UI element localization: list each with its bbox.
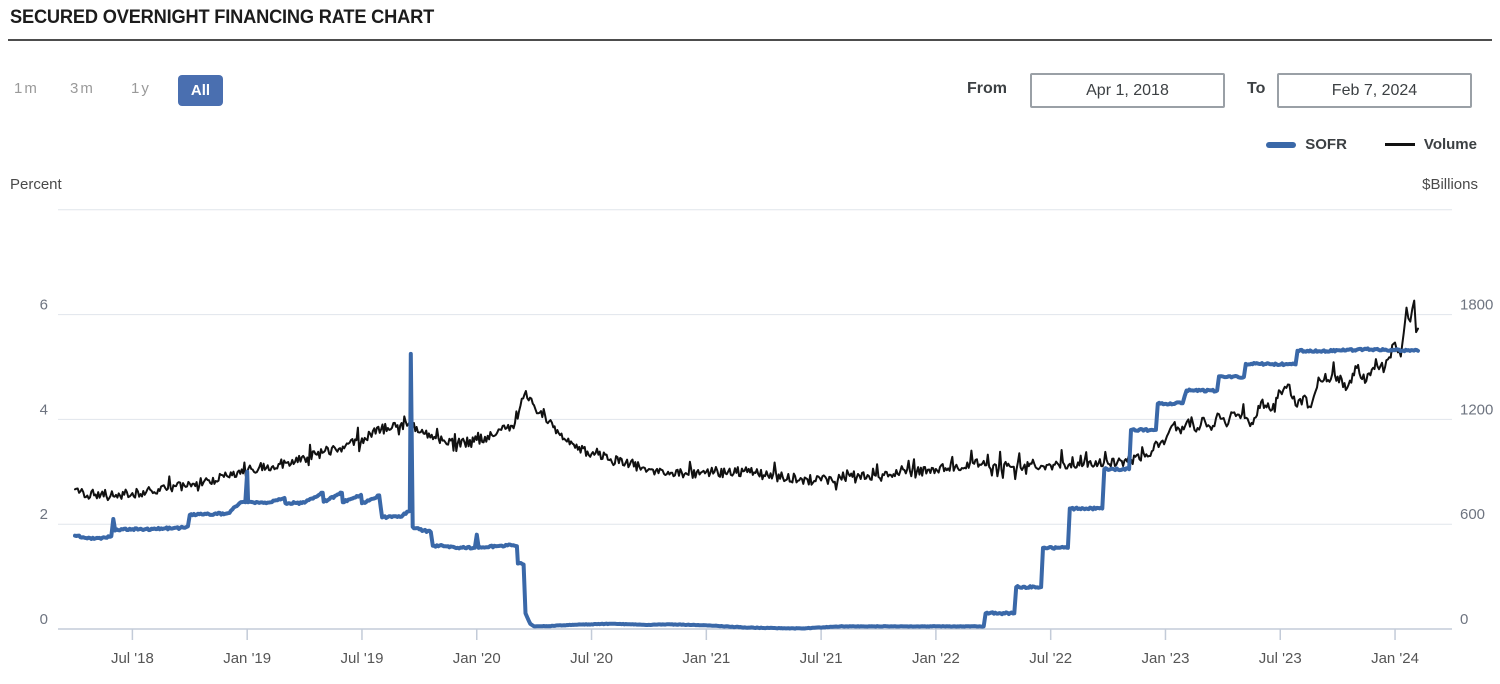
left-axis-tick: 0 bbox=[40, 611, 48, 628]
x-axis-tick-label: Jan '20 bbox=[453, 650, 501, 667]
legend-item-sofr[interactable]: SOFR bbox=[1266, 136, 1347, 153]
left-axis-tick: 6 bbox=[40, 297, 48, 314]
right-axis-tick: 600 bbox=[1460, 506, 1485, 523]
legend: SOFR Volume bbox=[1266, 136, 1477, 153]
x-axis-tick-label: Jul '22 bbox=[1029, 650, 1072, 667]
x-axis-tick-label: Jan '23 bbox=[1142, 650, 1190, 667]
x-axis-tick-label: Jan '21 bbox=[682, 650, 730, 667]
right-axis-tick: 1800 bbox=[1460, 297, 1493, 314]
right-axis-tick: 1200 bbox=[1460, 401, 1493, 418]
from-label: From bbox=[967, 80, 1007, 97]
right-axis-caption: $Billions bbox=[1422, 176, 1478, 193]
legend-item-volume[interactable]: Volume bbox=[1384, 136, 1477, 153]
x-axis-tick-label: Jan '24 bbox=[1371, 650, 1419, 667]
left-axis-tick: 2 bbox=[40, 506, 48, 523]
x-axis-tick-label: Jul '23 bbox=[1259, 650, 1302, 667]
x-axis-tick-label: Jan '19 bbox=[223, 650, 271, 667]
right-axis-tick: 0 bbox=[1460, 611, 1468, 628]
range-button-3m[interactable]: 3m bbox=[70, 80, 95, 97]
range-button-all[interactable]: All bbox=[178, 75, 223, 106]
volume-line bbox=[74, 299, 1419, 502]
to-label: To bbox=[1247, 80, 1266, 97]
left-axis-tick: 4 bbox=[40, 401, 48, 418]
from-date-input[interactable] bbox=[1030, 73, 1225, 108]
x-axis-tick-label: Jan '22 bbox=[912, 650, 960, 667]
title-divider bbox=[8, 39, 1492, 41]
x-axis-tick-label: Jul '18 bbox=[111, 650, 154, 667]
sofr-line bbox=[73, 346, 1420, 631]
page-title: SECURED OVERNIGHT FINANCING RATE CHART bbox=[10, 7, 435, 28]
volume-line-swatch-icon bbox=[1384, 143, 1415, 146]
sofr-line-swatch-icon bbox=[1266, 141, 1297, 148]
x-axis-tick-label: Jul '21 bbox=[800, 650, 843, 667]
legend-label-volume: Volume bbox=[1423, 136, 1477, 153]
to-date-input[interactable] bbox=[1277, 73, 1472, 108]
x-axis-tick-label: Jul '19 bbox=[341, 650, 384, 667]
range-button-1y[interactable]: 1y bbox=[131, 80, 151, 97]
x-axis-tick-label: Jul '20 bbox=[570, 650, 613, 667]
range-button-1m[interactable]: 1m bbox=[14, 80, 39, 97]
left-axis-caption: Percent bbox=[10, 176, 62, 193]
legend-label-sofr: SOFR bbox=[1305, 136, 1347, 153]
